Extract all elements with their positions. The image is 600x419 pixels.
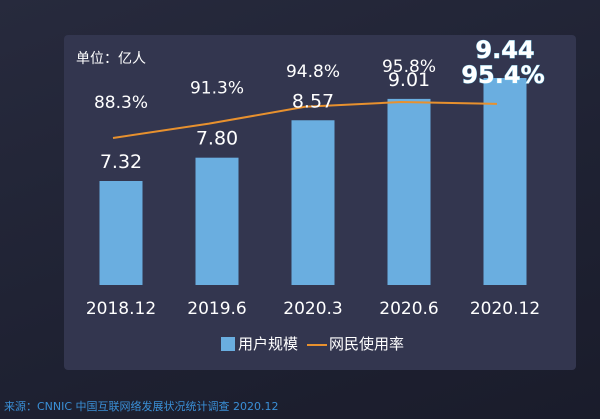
x-tick-label: 2020.12 xyxy=(470,299,540,319)
legend: 用户规模 网民使用率 xyxy=(221,335,404,353)
x-axis: 2018.12 2019.6 2020.3 2020.6 2020.12 xyxy=(86,299,540,319)
bar xyxy=(99,181,143,285)
legend-label: 用户规模 xyxy=(238,335,298,353)
x-tick-label: 2019.6 xyxy=(187,299,246,319)
bar xyxy=(195,157,239,285)
unit-label: 单位：亿人 xyxy=(76,51,146,67)
bar-value-label: 7.80 xyxy=(196,128,238,150)
line-value-label: 88.3% xyxy=(94,93,148,113)
bar xyxy=(291,120,335,286)
usage-rate-line xyxy=(112,100,498,139)
legend-label: 网民使用率 xyxy=(329,335,404,353)
bar-series xyxy=(99,78,527,286)
bar-value-label: 9.01 xyxy=(388,69,430,91)
bar xyxy=(483,78,527,285)
bar-value-label: 9.44 xyxy=(475,36,534,64)
source-note: 来源：CNNIC 中国互联网络发展状况统计调查 2020.12 xyxy=(4,400,279,413)
bar-value-label: 7.32 xyxy=(100,151,142,173)
x-tick-label: 2018.12 xyxy=(86,299,156,319)
line-value-label: 95.4% xyxy=(461,61,544,89)
bar-value-label: 8.57 xyxy=(292,90,334,112)
legend-swatch-bar xyxy=(221,337,235,351)
x-tick-label: 2020.6 xyxy=(379,299,438,319)
bar xyxy=(387,98,431,285)
line-value-label: 91.3% xyxy=(190,79,244,99)
line-value-label: 95.8% xyxy=(382,57,436,77)
x-tick-label: 2020.3 xyxy=(283,299,342,319)
line-value-label: 94.8% xyxy=(286,62,340,82)
line-series xyxy=(112,100,498,139)
